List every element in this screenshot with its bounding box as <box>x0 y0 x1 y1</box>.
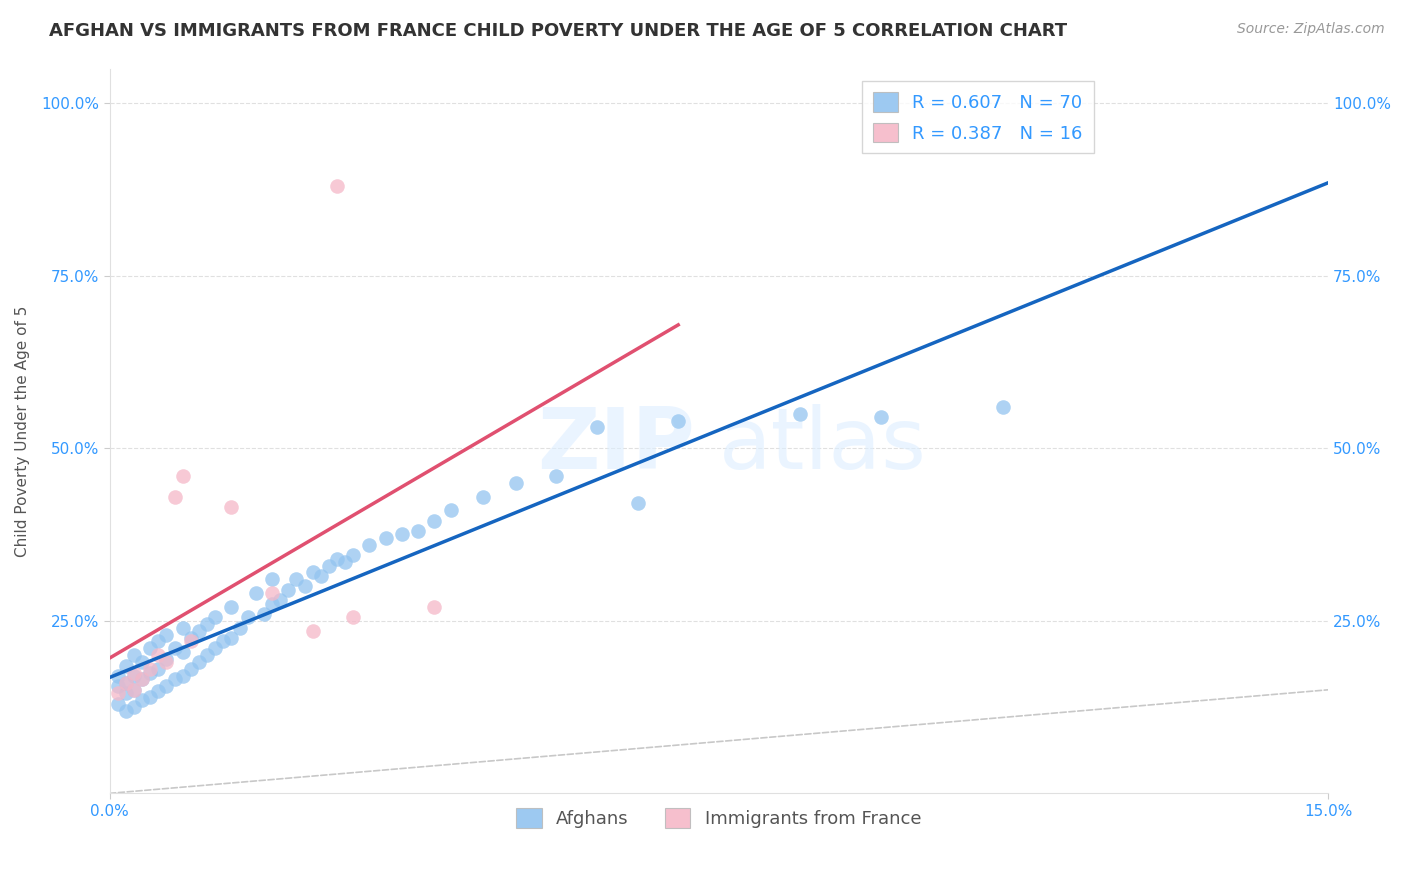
Point <box>991 400 1014 414</box>
Point <box>342 610 364 624</box>
Point <box>260 572 283 586</box>
Point <box>326 551 349 566</box>
Point <box>155 655 177 669</box>
Point <box>391 527 413 541</box>
Point <box>148 662 170 676</box>
Point <box>440 503 463 517</box>
Point <box>155 651 177 665</box>
Point <box>301 624 323 639</box>
Point <box>122 648 145 663</box>
Point <box>505 475 527 490</box>
Point <box>221 500 243 514</box>
Point <box>163 490 186 504</box>
Y-axis label: Child Poverty Under the Age of 5: Child Poverty Under the Age of 5 <box>15 305 30 557</box>
Point <box>789 407 811 421</box>
Point <box>212 634 235 648</box>
Point <box>122 682 145 697</box>
Point <box>253 607 276 621</box>
Point <box>139 662 162 676</box>
Point <box>131 673 153 687</box>
Point <box>333 555 356 569</box>
Point <box>172 669 194 683</box>
Point <box>245 586 267 600</box>
Point <box>148 634 170 648</box>
Point <box>180 631 202 645</box>
Point <box>131 693 153 707</box>
Point <box>359 538 381 552</box>
Point <box>114 658 136 673</box>
Point <box>301 566 323 580</box>
Point <box>139 665 162 680</box>
Point <box>472 490 495 504</box>
Legend: Afghans, Immigrants from France: Afghans, Immigrants from France <box>509 801 928 835</box>
Point <box>236 610 259 624</box>
Point <box>131 655 153 669</box>
Point <box>139 641 162 656</box>
Point <box>342 548 364 562</box>
Point <box>107 679 129 693</box>
Point <box>277 582 299 597</box>
Point <box>163 641 186 656</box>
Point <box>187 624 209 639</box>
Point <box>114 704 136 718</box>
Point <box>228 621 250 635</box>
Point <box>406 524 429 538</box>
Point <box>172 645 194 659</box>
Point <box>546 468 568 483</box>
Point <box>122 669 145 683</box>
Point <box>180 634 202 648</box>
Point <box>666 414 689 428</box>
Point <box>195 617 218 632</box>
Text: ZIP: ZIP <box>537 404 695 487</box>
Point <box>114 676 136 690</box>
Point <box>204 610 226 624</box>
Point <box>374 531 396 545</box>
Point <box>180 662 202 676</box>
Point <box>122 665 145 680</box>
Point <box>148 648 170 663</box>
Point <box>107 697 129 711</box>
Point <box>260 586 283 600</box>
Point <box>107 686 129 700</box>
Text: AFGHAN VS IMMIGRANTS FROM FRANCE CHILD POVERTY UNDER THE AGE OF 5 CORRELATION CH: AFGHAN VS IMMIGRANTS FROM FRANCE CHILD P… <box>49 22 1067 40</box>
Point <box>269 593 291 607</box>
Point <box>285 572 308 586</box>
Text: Source: ZipAtlas.com: Source: ZipAtlas.com <box>1237 22 1385 37</box>
Point <box>139 690 162 704</box>
Point <box>423 514 446 528</box>
Point <box>204 641 226 656</box>
Point <box>260 597 283 611</box>
Point <box>107 669 129 683</box>
Point <box>221 631 243 645</box>
Point <box>221 599 243 614</box>
Point <box>187 655 209 669</box>
Point <box>309 569 332 583</box>
Point <box>318 558 340 573</box>
Point <box>155 627 177 641</box>
Point <box>626 496 648 510</box>
Point <box>586 420 609 434</box>
Point <box>163 673 186 687</box>
Point <box>326 178 349 193</box>
Point <box>195 648 218 663</box>
Point <box>114 676 136 690</box>
Point <box>122 700 145 714</box>
Point <box>131 673 153 687</box>
Point <box>294 579 316 593</box>
Point <box>172 468 194 483</box>
Point <box>122 682 145 697</box>
Point <box>172 621 194 635</box>
Point <box>423 599 446 614</box>
Point <box>114 686 136 700</box>
Point <box>870 410 893 425</box>
Point <box>155 679 177 693</box>
Text: atlas: atlas <box>718 404 927 487</box>
Point <box>148 684 170 698</box>
